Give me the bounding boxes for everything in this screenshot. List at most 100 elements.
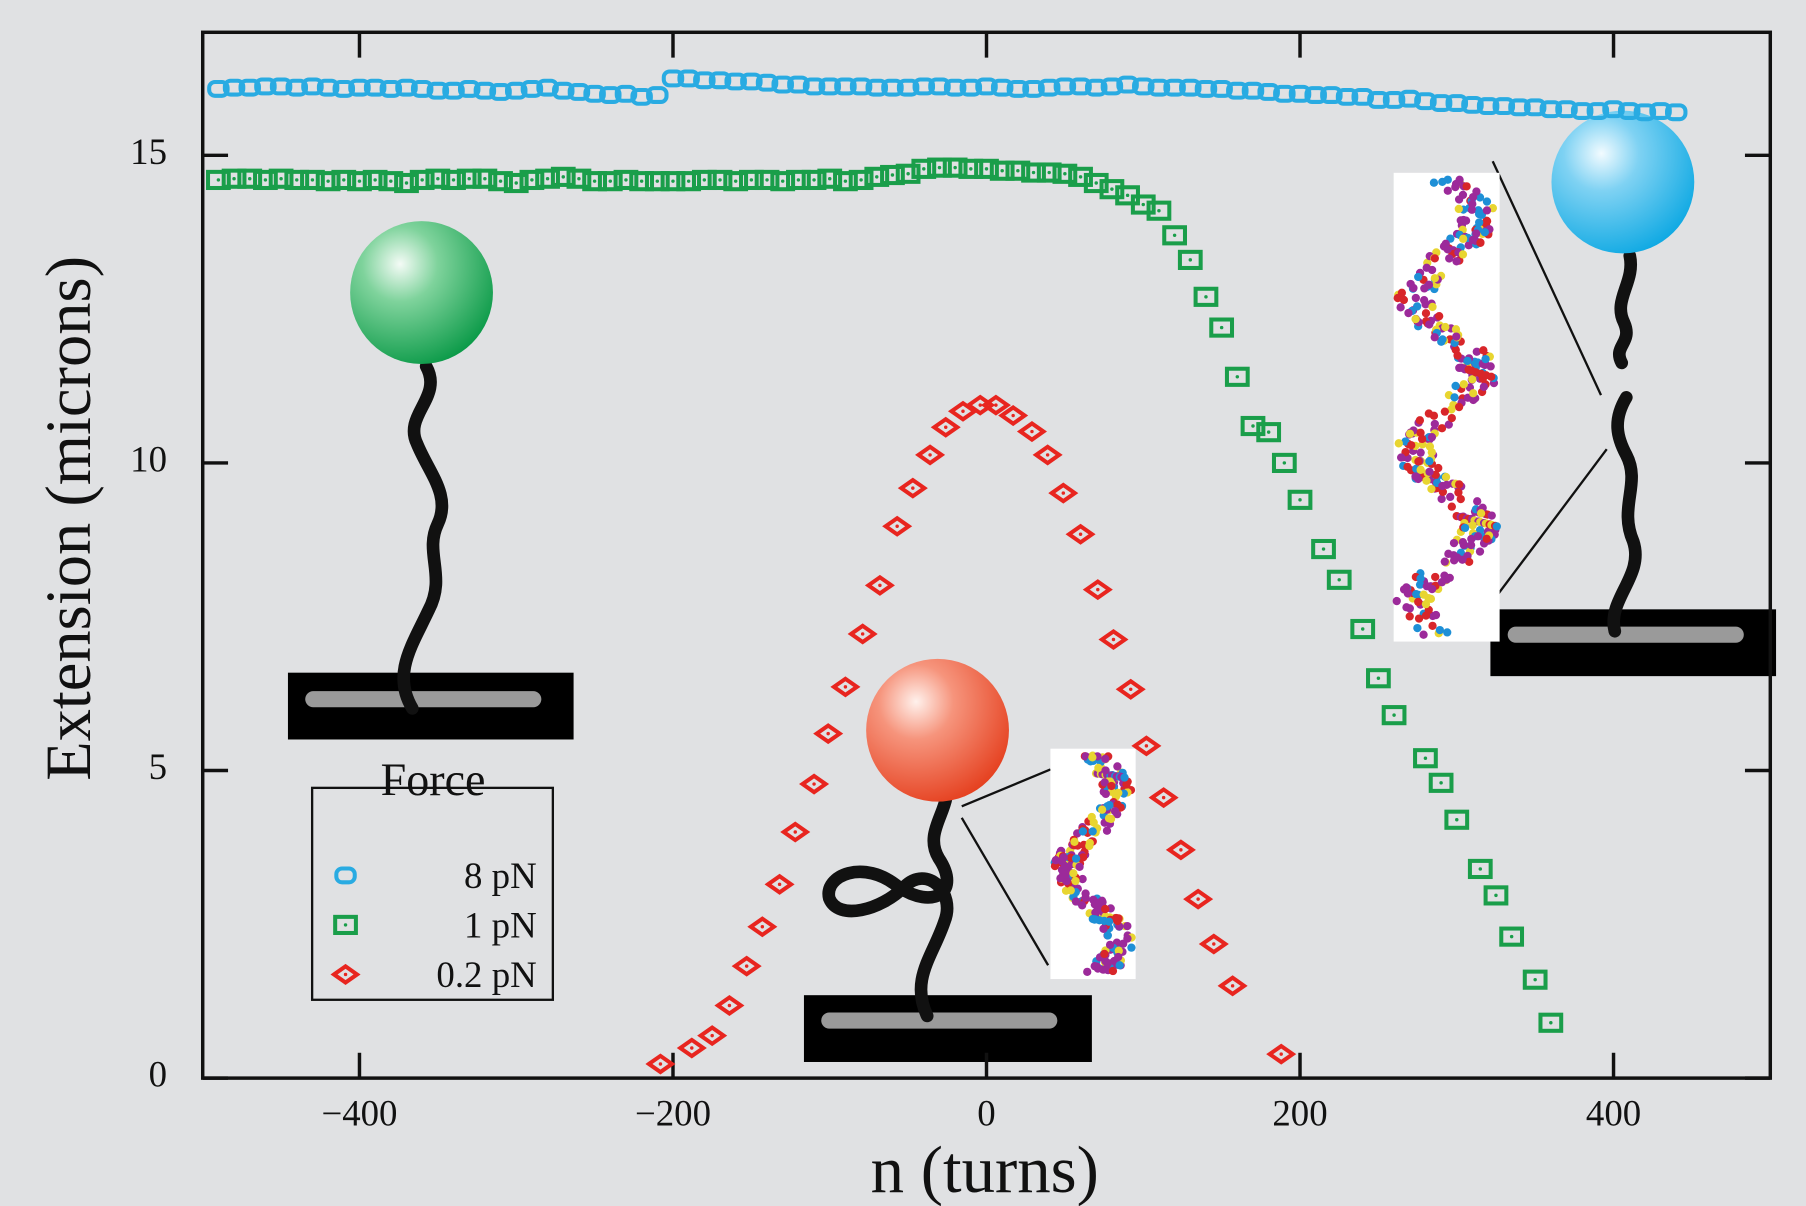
legend-label: 8 pN [464,855,537,896]
dna-atom [1098,806,1106,814]
dna-atom [1113,762,1121,770]
marker-dot [994,403,997,406]
marker-dot [928,453,931,456]
marker-dot [828,177,831,180]
dna-atom [1431,254,1439,262]
dna-atom [1393,597,1401,605]
marker-dot [577,177,580,180]
marker-dot [1298,498,1301,501]
marker-dot [944,426,947,429]
marker-dot [1549,1021,1552,1024]
dna-atom [1105,814,1113,822]
y-tick-label: 0 [149,1054,167,1095]
dna-atom [1398,289,1406,297]
dna-atom [1426,442,1434,450]
marker-dot [1062,491,1065,494]
marker-dot [861,632,864,635]
marker-dot [1032,171,1035,174]
dna-atom [1088,813,1096,821]
dna-atom [1468,206,1476,214]
marker-dot [797,178,800,181]
dna-atom [1472,187,1480,195]
dna-atom [1450,539,1458,547]
dna-atom [1406,612,1414,620]
dna-atom [1086,839,1094,847]
dna-atom [1070,838,1078,846]
dna-atom [1469,521,1477,529]
dna-atom [1463,357,1471,365]
dna-atom [1422,600,1430,608]
dna-atom [1469,389,1477,397]
dna-atom [1093,899,1101,907]
dna-atom [1079,853,1087,861]
dna-atom [1409,284,1417,292]
dna-atom [1122,780,1130,788]
marker-dot [1204,295,1207,298]
marker-dot [844,685,847,688]
dna-atom [1472,229,1480,237]
dna-atom [1127,944,1135,952]
dna-atom [1072,897,1080,905]
dna-atom [1413,624,1421,632]
dna-atom [1412,294,1420,302]
marker-dot [1079,533,1082,536]
dna-atom [1091,915,1099,923]
marker-dot [1361,627,1364,630]
marker-dot [1439,781,1442,784]
dna-atom [1120,773,1128,781]
dna-atom [1452,257,1460,265]
marker-dot [358,179,361,182]
dna-atom [1420,590,1428,598]
marker-dot [1095,181,1098,184]
dna-atom [1430,412,1438,420]
marker-dot [232,177,235,180]
dna-atom [1402,603,1410,611]
dna-atom [1425,320,1433,328]
dna-atom [1114,953,1122,961]
marker-dot [953,166,956,169]
x-tick-label: −200 [635,1093,711,1134]
marker-dot [344,973,347,976]
dna-atom [1081,894,1089,902]
dna-atom [1100,950,1108,958]
dna-atom [1114,789,1122,797]
y-tick-label: 15 [130,131,167,172]
marker-dot [1267,430,1270,433]
dna-atom [1462,217,1470,225]
dna-atom [1414,273,1422,281]
dna-atom [1411,472,1419,480]
dna-atom [1416,416,1424,424]
marker-dot [1046,453,1049,456]
dna-atom [1416,429,1424,437]
marker-dot [812,178,815,181]
dna-atom [1422,611,1430,619]
marker-dot [1231,984,1234,987]
dna-atom [1428,433,1436,441]
dna-atom [1458,556,1466,564]
dna-atom [1475,218,1483,226]
marker-dot [1392,713,1395,716]
marker-dot [1016,169,1019,172]
x-tick-label: 0 [977,1093,995,1134]
dna-atom [1400,296,1408,304]
marker-dot [344,923,347,926]
marker-dot [745,964,748,967]
dna-atom [1474,532,1482,540]
dna-atom [1402,583,1410,591]
marker-dot [264,178,267,181]
marker-dot [1047,171,1050,174]
marker-dot [961,410,964,413]
marker-dot [671,179,674,182]
marker-dot [1162,796,1165,799]
marker-dot [1189,258,1192,261]
dna-atom [1481,228,1489,236]
dna-atom [1452,325,1460,333]
dna-atom [1452,332,1460,340]
marker-dot [1173,234,1176,237]
marker-dot [728,1004,731,1007]
dna-atom [1483,206,1491,214]
marker-dot [499,179,502,182]
dna-atom [1427,485,1435,493]
marker-dot [640,179,643,182]
marker-dot [656,179,659,182]
